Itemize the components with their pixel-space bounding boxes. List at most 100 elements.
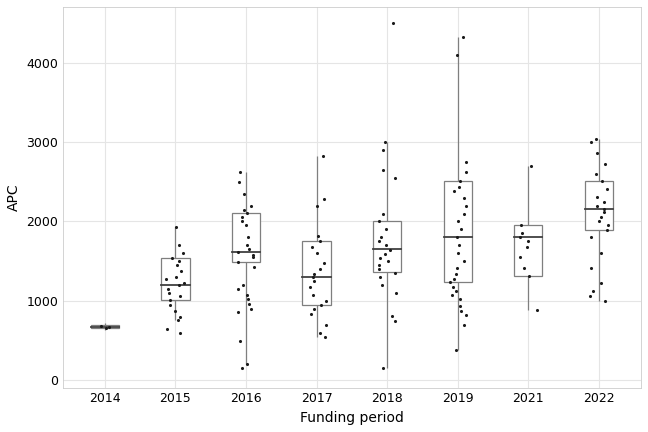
Point — [233, 308, 243, 315]
Point — [235, 337, 246, 344]
Point — [248, 254, 258, 260]
Point — [600, 161, 610, 168]
Point — [389, 270, 400, 276]
Point — [376, 234, 387, 241]
Point — [235, 169, 245, 176]
Point — [532, 307, 542, 314]
X-axis label: Funding period: Funding period — [300, 411, 404, 425]
Point — [165, 302, 176, 308]
Point — [233, 258, 243, 265]
Point — [244, 301, 254, 308]
Point — [449, 188, 459, 195]
Point — [448, 284, 458, 291]
Point — [452, 51, 462, 58]
Point — [597, 178, 607, 184]
Point — [458, 210, 469, 217]
Point — [315, 266, 325, 273]
Point — [461, 312, 471, 319]
Point — [237, 218, 247, 225]
Bar — [443, 181, 472, 282]
Point — [461, 159, 472, 165]
Point — [459, 258, 470, 265]
Point — [454, 296, 465, 303]
Point — [456, 308, 467, 315]
Point — [380, 251, 390, 257]
Point — [602, 227, 612, 234]
Point — [516, 222, 526, 229]
Point — [378, 210, 389, 217]
Point — [172, 317, 183, 324]
Point — [459, 194, 469, 201]
Point — [592, 194, 603, 200]
Point — [243, 296, 253, 303]
Point — [319, 334, 330, 341]
Point — [391, 289, 401, 296]
Point — [375, 273, 386, 280]
Point — [161, 325, 172, 332]
Point — [240, 222, 251, 229]
Point — [515, 254, 526, 260]
Point — [522, 238, 533, 245]
Point — [456, 178, 466, 184]
Point — [376, 282, 387, 289]
Point — [519, 264, 529, 271]
Point — [104, 324, 114, 330]
Point — [161, 276, 172, 283]
Point — [318, 153, 328, 160]
Point — [373, 238, 384, 245]
Point — [233, 286, 243, 292]
Point — [380, 139, 391, 146]
Point — [522, 244, 533, 251]
Point — [312, 250, 322, 257]
Point — [242, 242, 252, 249]
Point — [598, 205, 608, 212]
Point — [591, 170, 601, 177]
Point — [374, 266, 384, 273]
Point — [448, 275, 459, 282]
Point — [586, 139, 596, 146]
Point — [526, 162, 536, 169]
Point — [374, 262, 384, 269]
Point — [309, 305, 319, 312]
Point — [100, 325, 111, 332]
Point — [452, 218, 463, 225]
Point — [307, 244, 317, 251]
Point — [96, 322, 106, 329]
Point — [305, 283, 315, 290]
Point — [594, 218, 605, 225]
Point — [312, 232, 323, 239]
Point — [459, 321, 469, 328]
Bar — [91, 325, 119, 328]
Point — [378, 146, 388, 153]
Point — [586, 264, 597, 271]
Point — [237, 213, 248, 220]
Point — [454, 183, 464, 190]
Point — [461, 169, 471, 176]
Point — [524, 273, 534, 280]
Point — [378, 166, 388, 173]
Point — [321, 298, 331, 305]
Point — [383, 258, 393, 265]
Point — [380, 242, 391, 249]
Point — [385, 247, 395, 254]
Point — [244, 246, 254, 253]
Point — [309, 278, 319, 285]
Point — [517, 230, 527, 237]
Point — [233, 249, 243, 256]
Point — [319, 196, 329, 203]
Point — [321, 321, 331, 328]
Point — [239, 206, 249, 213]
Point — [249, 264, 259, 270]
Point — [599, 298, 610, 305]
Point — [312, 202, 323, 209]
Point — [239, 190, 249, 197]
Point — [445, 278, 455, 285]
Point — [170, 308, 181, 315]
Point — [176, 267, 187, 274]
Point — [179, 279, 189, 286]
Point — [387, 313, 397, 320]
Point — [450, 288, 461, 295]
Point — [237, 365, 248, 372]
Point — [454, 242, 464, 249]
Point — [592, 202, 603, 209]
